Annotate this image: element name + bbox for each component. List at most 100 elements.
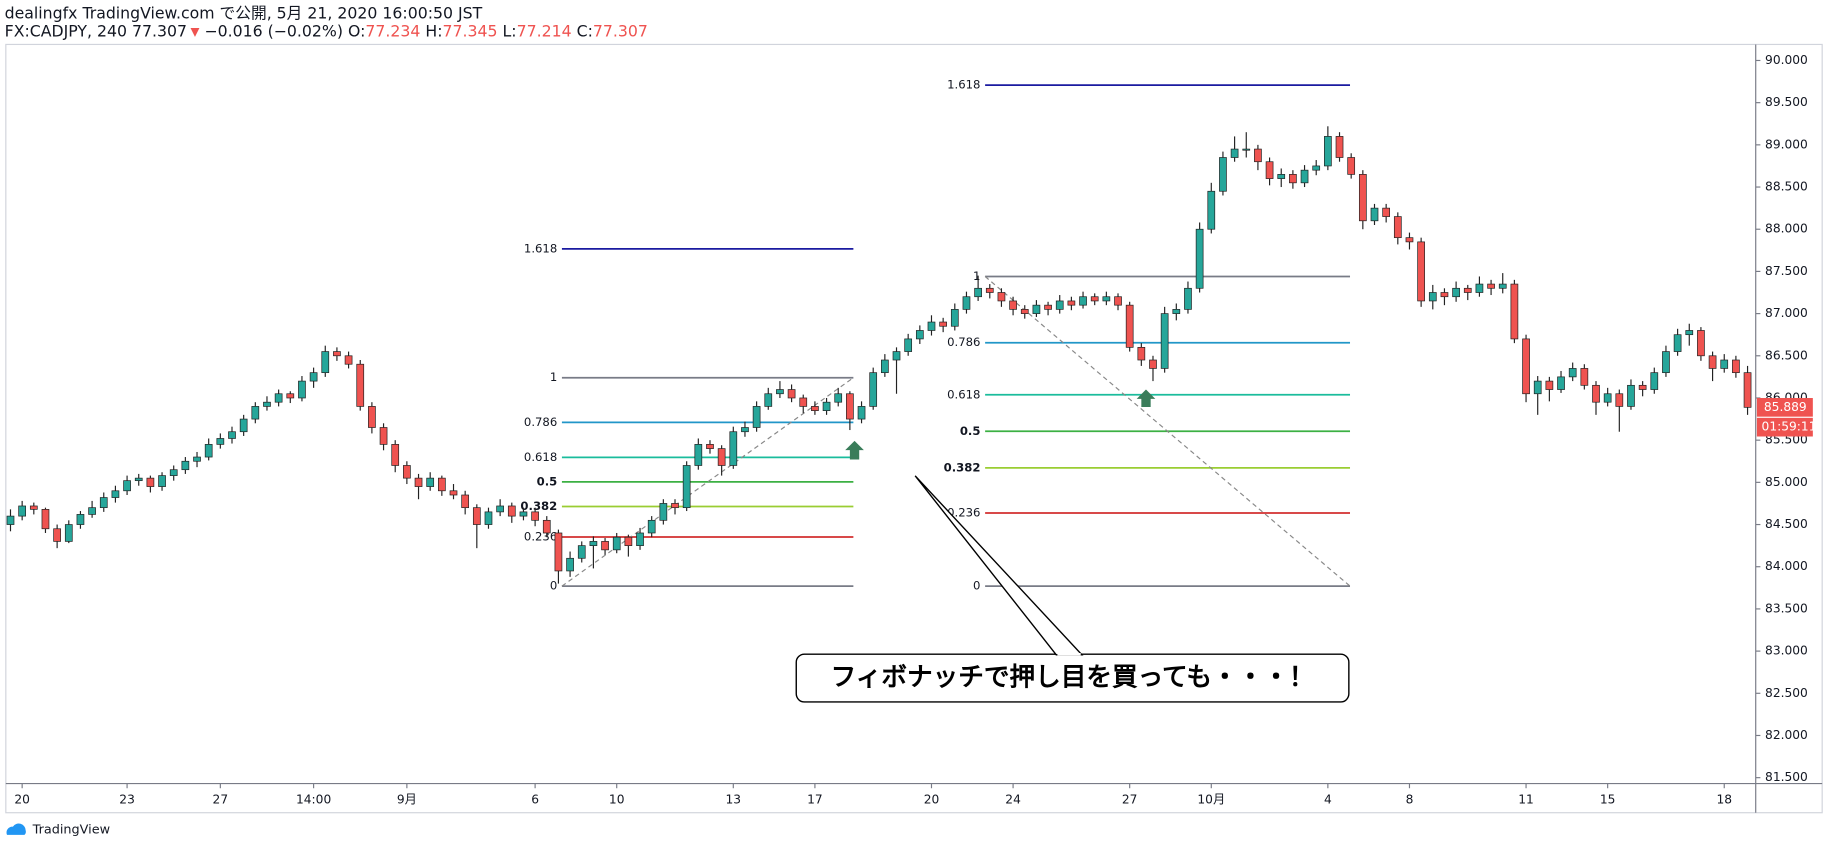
candle-body (997, 292, 1006, 302)
candle-body (437, 477, 446, 492)
fib-level-label: 0.786 (524, 415, 557, 429)
candle-body (1743, 372, 1752, 408)
x-tick-label: 27 (213, 792, 229, 806)
candle-body (974, 287, 982, 298)
callout-text: フィボナッチで押し目を買っても・・・！ (831, 663, 1315, 693)
fib-level-label: 0 (550, 579, 557, 593)
candle-body (554, 532, 563, 572)
candle-body (286, 393, 295, 399)
candle-body (1137, 347, 1146, 361)
x-tick-label: 18 (1716, 792, 1732, 806)
candle-body (414, 477, 423, 487)
candle-body (1568, 368, 1577, 378)
y-tick-label: 82.000 (1765, 728, 1808, 742)
y-tick-label: 87.000 (1765, 306, 1808, 320)
candle-body (1020, 309, 1029, 314)
candle-body (1732, 359, 1740, 374)
candle-body (333, 351, 341, 357)
candle-body (274, 393, 283, 403)
candle-body (1172, 309, 1181, 314)
y-tick-label: 88.500 (1765, 180, 1808, 194)
candle-body (53, 528, 61, 542)
fib-level-label: 1.618 (524, 241, 557, 255)
candle-body (636, 532, 644, 546)
plot: 81.500 82.000 82.500 83.000 83.500 84.000 84.5… (6, 53, 1817, 806)
last-price-label: 85.889 (1764, 400, 1807, 414)
candle-body (729, 431, 738, 466)
x-tick-label: 23 (119, 792, 135, 806)
x-tick-label: 15 (1600, 792, 1616, 806)
footer: TradingView (6, 823, 110, 838)
candle-body (1708, 355, 1717, 369)
y-tick-label: 85.000 (1765, 475, 1808, 489)
candle-body (134, 477, 143, 482)
candle-body (939, 321, 947, 327)
candle-body (1580, 368, 1589, 386)
candle-body (403, 465, 411, 479)
fib-level-label: 1 (973, 269, 980, 283)
candle-body (1184, 287, 1192, 310)
high-label: H: (425, 21, 442, 40)
y-tick-label: 86.500 (1765, 348, 1808, 362)
candle-body (846, 393, 854, 420)
candle-body (1347, 157, 1356, 175)
candle-body (146, 477, 155, 487)
candle-body (88, 507, 96, 515)
candle-body (1300, 169, 1309, 184)
candle-body (1545, 380, 1554, 390)
candle-body (1393, 216, 1402, 239)
candle-body (1067, 300, 1076, 306)
candle-body (309, 372, 318, 382)
fib-trend (984, 276, 1351, 587)
candle-body (1195, 228, 1204, 289)
open-label: O: (348, 21, 365, 40)
countdown: 01:59:11 (1762, 420, 1817, 434)
y-tick-label: 89.000 (1765, 137, 1808, 151)
last-price-tag (1756, 398, 1813, 417)
x-tick-label: 10月 (1197, 792, 1225, 806)
candle-body (484, 511, 493, 525)
x-tick-label: 6 (531, 792, 539, 806)
candle-body (1370, 207, 1379, 222)
callout: フィボナッチで押し目を買っても・・・！ (795, 475, 1350, 703)
candle-body (298, 380, 306, 399)
candle-body (1498, 283, 1507, 289)
candle-body (1405, 237, 1414, 243)
candle-body (834, 393, 843, 403)
candle-body (752, 406, 761, 428)
candle-body (1382, 207, 1391, 217)
candle-body (239, 418, 248, 433)
x-tick-label: 11 (1518, 792, 1534, 806)
candle-body (915, 330, 924, 340)
candle-body (228, 431, 236, 439)
high-value: 77.345 (443, 21, 498, 40)
candle-body (1265, 161, 1274, 179)
candle-body (426, 477, 435, 487)
x-tick-label: 20 (924, 792, 940, 806)
candle-body (496, 505, 504, 513)
candle-body (589, 541, 598, 546)
last: 77.307 (132, 21, 187, 40)
candle-body (1358, 174, 1367, 222)
candle-body (1114, 296, 1122, 306)
candle-body (857, 406, 866, 420)
candle-body (321, 351, 330, 374)
fib-level-label: 0 (973, 579, 980, 593)
candle-body (601, 541, 609, 551)
buy-arrow (845, 440, 864, 460)
candle-body (1079, 296, 1087, 306)
candle-body (1452, 287, 1460, 298)
candle-body (1720, 359, 1729, 369)
y-tick-label: 83.500 (1765, 601, 1808, 615)
candle-body (368, 406, 376, 428)
candle-body (1032, 304, 1041, 314)
y-tick-label: 89.500 (1765, 95, 1808, 109)
x-tick-label: 24 (1005, 792, 1021, 806)
candle-body (1463, 287, 1472, 293)
candle-body (1638, 384, 1647, 390)
candle-body (962, 296, 971, 310)
candle-body (169, 469, 178, 476)
fib-level-label: 0.618 (524, 450, 557, 464)
